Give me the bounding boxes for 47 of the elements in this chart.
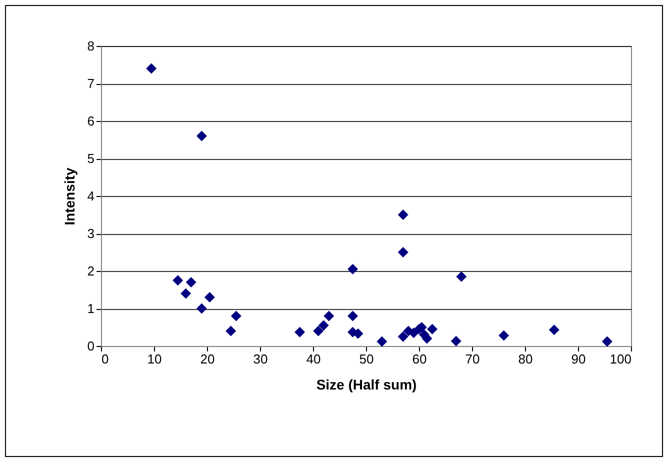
point — [196, 303, 207, 314]
x-tick-label: 50 — [359, 352, 374, 366]
point — [146, 63, 157, 74]
y-tick-label: 3 — [87, 226, 94, 241]
y-tick-label: 6 — [87, 114, 94, 128]
point — [313, 326, 324, 336]
x-tick-label: 60 — [412, 352, 427, 366]
x-tick-label: 30 — [253, 352, 268, 366]
point — [204, 292, 215, 302]
point — [226, 326, 236, 336]
x-axis-title: Size (Half sum) — [316, 376, 417, 392]
y-axis-title: Intensity — [61, 168, 78, 226]
point — [186, 277, 196, 288]
x-tick-label: 20 — [200, 352, 215, 366]
point — [602, 336, 612, 347]
y-tick-label: 8 — [87, 38, 94, 54]
point — [196, 130, 207, 142]
y-tick-label: 7 — [87, 76, 94, 91]
x-tick-label: 90 — [571, 352, 586, 366]
point — [318, 320, 329, 331]
x-tick-label: 0 — [102, 352, 109, 366]
x-tick-label: 40 — [306, 352, 321, 366]
point — [450, 336, 462, 346]
x-tick-label: 100 — [610, 352, 632, 366]
point — [180, 288, 192, 299]
point — [348, 310, 358, 322]
x-tick-label: 80 — [518, 352, 533, 366]
point — [398, 247, 408, 258]
point — [398, 331, 408, 342]
y-tick-label: 4 — [87, 188, 94, 204]
point — [548, 324, 560, 336]
point — [230, 310, 242, 322]
point — [348, 264, 358, 274]
y-tick-label: 0 — [87, 338, 94, 354]
point — [324, 310, 334, 322]
point — [294, 326, 305, 338]
point — [456, 271, 467, 282]
x-tick-label: 10 — [147, 352, 162, 366]
point — [376, 336, 388, 347]
point — [172, 275, 184, 286]
x-tick-label: 70 — [465, 352, 480, 366]
point — [398, 210, 408, 220]
y-tick-label: 5 — [87, 151, 94, 166]
point — [498, 330, 510, 341]
y-tick-label: 1 — [87, 301, 94, 316]
point — [427, 324, 438, 334]
y-tick-label: 2 — [87, 264, 94, 278]
